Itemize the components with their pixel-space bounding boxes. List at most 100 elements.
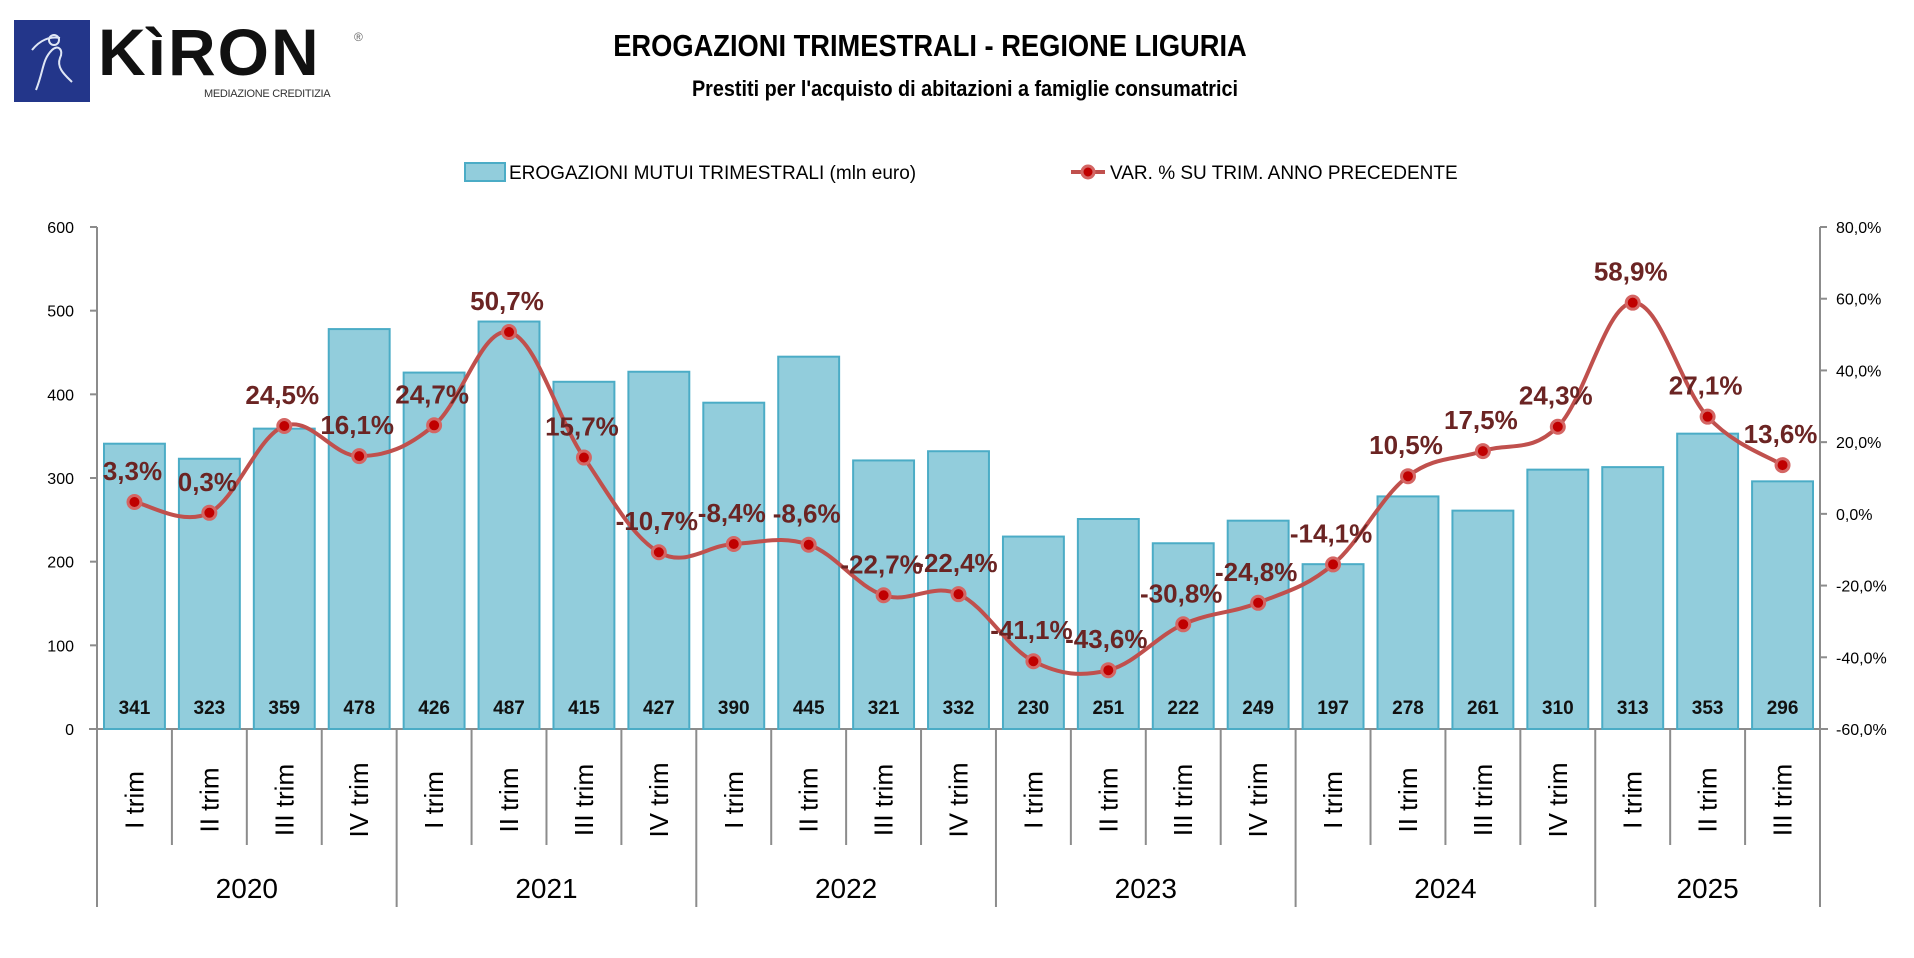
bar: [103, 442, 166, 730]
pct-value-label: -41,1%: [990, 615, 1072, 645]
bar: [252, 427, 316, 730]
line-marker: [426, 417, 443, 434]
category-label: I trim: [1618, 771, 1648, 829]
line-marker: [1474, 443, 1491, 460]
bar: [1676, 432, 1740, 730]
category-label: I trim: [1318, 771, 1348, 829]
bar-value-label: 249: [1242, 698, 1274, 719]
category-label: II trim: [494, 768, 524, 833]
bar: [327, 328, 391, 730]
pct-value-label: -24,8%: [1215, 557, 1297, 587]
pct-value-label: 50,7%: [470, 286, 544, 316]
pct-value-label: -10,7%: [616, 506, 698, 536]
pct-value-label: 24,3%: [1519, 381, 1593, 411]
category-label: II trim: [1693, 768, 1723, 833]
pct-value-label: 3,3%: [103, 456, 162, 486]
line-marker: [201, 504, 218, 521]
bar-value-label: 427: [643, 698, 675, 719]
category-label: III trim: [869, 764, 899, 836]
bar-value-label: 478: [343, 698, 375, 719]
line-marker: [1100, 662, 1117, 679]
line-marker: [1325, 556, 1342, 573]
kiron-logo: KìRON ® MEDIAZIONE CREDITIZIA: [14, 15, 374, 104]
left-tick-label: 100: [47, 638, 74, 655]
bar: [1226, 519, 1290, 730]
bar-value-label: 313: [1617, 698, 1649, 719]
category-label: I trim: [119, 771, 149, 829]
bar-value-label: 230: [1018, 698, 1050, 719]
category-label: II trim: [1393, 768, 1423, 833]
bar-value-label: 445: [793, 698, 825, 719]
bar-value-label: 390: [718, 698, 750, 719]
right-tick-label: 80,0%: [1836, 220, 1881, 237]
category-label: I trim: [419, 771, 449, 829]
bar-value-label: 341: [119, 698, 151, 719]
line-marker: [575, 449, 592, 466]
legend-line-label: VAR. % SU TRIM. ANNO PRECEDENTE: [1110, 163, 1458, 184]
pct-value-label: 17,5%: [1444, 405, 1518, 435]
line-marker: [276, 418, 293, 435]
line-marker: [800, 536, 817, 553]
legend: EROGAZIONI MUTUI TRIMESTRALI (mln euro) …: [464, 162, 1458, 184]
bar: [1601, 466, 1665, 730]
bar: [1001, 535, 1065, 730]
bar-value-label: 323: [194, 698, 226, 719]
registered-mark: ®: [354, 30, 363, 44]
right-tick-label: 0,0%: [1836, 507, 1872, 524]
category-label: III trim: [569, 764, 599, 836]
pct-value-label: 27,1%: [1669, 371, 1743, 401]
left-tick-label: 400: [47, 387, 74, 404]
bar: [177, 457, 241, 730]
legend-bar-label: EROGAZIONI MUTUI TRIMESTRALI (mln euro): [509, 163, 916, 184]
bar-value-label: 415: [568, 698, 600, 719]
right-tick-label: -20,0%: [1836, 579, 1887, 596]
bar: [552, 380, 616, 730]
category-label: IV trim: [344, 762, 374, 837]
bar: [1451, 509, 1515, 730]
logo-emblem-icon: [14, 20, 90, 102]
bar-value-label: 487: [493, 698, 525, 719]
bar: [702, 401, 766, 730]
logo-wordmark: KìRON: [98, 15, 321, 89]
category-label: IV trim: [944, 762, 974, 837]
pct-value-label: -43,6%: [1065, 624, 1147, 654]
category-label: III trim: [1468, 764, 1498, 836]
pct-value-label: -30,8%: [1140, 578, 1222, 608]
bar: [1376, 495, 1440, 731]
category-label: I trim: [719, 771, 749, 829]
pct-value-label: 15,7%: [545, 412, 619, 442]
category-label: III trim: [269, 764, 299, 836]
legend-bar-swatch: [464, 162, 506, 182]
chart-subtitle: Prestiti per l'acquisto di abitazioni a …: [691, 76, 1239, 101]
bar: [1751, 480, 1814, 731]
year-label: 2021: [515, 873, 577, 904]
category-label: I trim: [1018, 771, 1048, 829]
legend-line-marker: [1080, 164, 1096, 180]
right-tick-label: -60,0%: [1836, 722, 1887, 739]
category-label: II trim: [1093, 768, 1123, 833]
bar-value-label: 251: [1092, 698, 1124, 719]
line-marker: [1399, 468, 1416, 485]
bar-value-label: 426: [418, 698, 450, 719]
line-marker: [1624, 294, 1641, 311]
pct-value-label: -22,4%: [915, 548, 997, 578]
pct-value-label: 58,9%: [1594, 257, 1668, 287]
year-label: 2023: [1115, 873, 1177, 904]
right-tick-label: -40,0%: [1836, 650, 1887, 667]
bar-value-label: 278: [1392, 698, 1424, 719]
pct-value-label: 10,5%: [1369, 430, 1443, 460]
line-marker: [950, 586, 967, 603]
category-label: III trim: [1168, 764, 1198, 836]
category-label: II trim: [794, 768, 824, 833]
year-label: 2022: [815, 873, 877, 904]
left-tick-label: 300: [47, 471, 74, 488]
pct-value-label: 0,3%: [178, 467, 237, 497]
line-marker: [875, 587, 892, 604]
pct-value-label: 24,7%: [395, 379, 469, 409]
line-marker: [1250, 594, 1267, 611]
pct-value-label: -8,4%: [698, 498, 766, 528]
line-marker: [126, 494, 143, 511]
line-marker: [1175, 616, 1192, 633]
line-marker: [725, 535, 742, 552]
